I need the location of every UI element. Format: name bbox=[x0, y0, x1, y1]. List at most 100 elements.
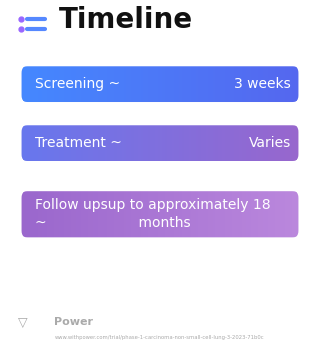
Bar bbox=[259, 120, 261, 167]
Bar bbox=[26, 186, 28, 243]
Bar bbox=[244, 186, 247, 243]
Bar bbox=[35, 61, 38, 108]
Bar bbox=[102, 120, 105, 167]
Bar bbox=[182, 61, 184, 108]
Bar bbox=[45, 61, 48, 108]
Bar bbox=[86, 186, 88, 243]
Bar bbox=[124, 186, 127, 243]
Bar bbox=[21, 61, 24, 108]
Bar bbox=[172, 61, 175, 108]
Bar bbox=[285, 186, 287, 243]
Bar bbox=[299, 186, 302, 243]
Bar bbox=[282, 186, 285, 243]
Bar bbox=[61, 61, 64, 108]
Bar bbox=[220, 186, 223, 243]
Bar bbox=[208, 120, 211, 167]
Bar bbox=[102, 61, 105, 108]
Bar bbox=[268, 186, 271, 243]
Bar bbox=[59, 61, 62, 108]
Bar bbox=[50, 120, 52, 167]
Bar bbox=[74, 120, 76, 167]
Bar bbox=[186, 186, 189, 243]
Bar bbox=[153, 120, 156, 167]
Bar bbox=[249, 61, 252, 108]
Bar bbox=[227, 61, 230, 108]
Bar bbox=[275, 61, 278, 108]
Bar bbox=[285, 120, 287, 167]
Bar bbox=[93, 186, 95, 243]
Bar bbox=[141, 61, 143, 108]
Bar bbox=[170, 186, 172, 243]
Text: Timeline: Timeline bbox=[59, 6, 193, 34]
Bar bbox=[179, 186, 182, 243]
Bar bbox=[150, 120, 153, 167]
Bar bbox=[227, 186, 230, 243]
Bar bbox=[30, 186, 33, 243]
Bar bbox=[230, 186, 232, 243]
Bar bbox=[297, 120, 300, 167]
Bar bbox=[143, 61, 146, 108]
Bar bbox=[21, 120, 24, 167]
Bar bbox=[170, 120, 172, 167]
Bar bbox=[146, 61, 148, 108]
Bar bbox=[122, 186, 124, 243]
Bar bbox=[251, 61, 254, 108]
Bar bbox=[38, 186, 40, 243]
Bar bbox=[162, 120, 165, 167]
Bar bbox=[189, 120, 191, 167]
Bar bbox=[239, 186, 242, 243]
Bar bbox=[16, 186, 19, 243]
Bar bbox=[273, 120, 276, 167]
Bar bbox=[268, 61, 271, 108]
Bar bbox=[198, 61, 201, 108]
Bar bbox=[141, 120, 143, 167]
Bar bbox=[167, 186, 170, 243]
Bar bbox=[76, 120, 79, 167]
Bar bbox=[129, 120, 132, 167]
Bar bbox=[105, 61, 108, 108]
Bar bbox=[155, 186, 158, 243]
Bar bbox=[206, 186, 208, 243]
Bar bbox=[33, 186, 36, 243]
Bar bbox=[126, 186, 129, 243]
Bar bbox=[201, 186, 204, 243]
Bar bbox=[139, 61, 141, 108]
Bar bbox=[105, 186, 108, 243]
Bar bbox=[69, 61, 71, 108]
Bar bbox=[253, 61, 256, 108]
Bar bbox=[215, 186, 218, 243]
Bar bbox=[275, 120, 278, 167]
Bar bbox=[225, 120, 228, 167]
Bar bbox=[45, 186, 48, 243]
Bar bbox=[194, 61, 196, 108]
Text: 3 weeks: 3 weeks bbox=[235, 77, 291, 91]
Bar bbox=[237, 120, 239, 167]
Bar bbox=[186, 61, 189, 108]
Bar bbox=[136, 186, 139, 243]
Bar bbox=[98, 120, 100, 167]
Bar bbox=[50, 61, 52, 108]
Text: ▽: ▽ bbox=[18, 315, 27, 329]
Bar bbox=[256, 61, 259, 108]
Bar bbox=[67, 186, 69, 243]
Bar bbox=[189, 186, 191, 243]
Bar bbox=[256, 186, 259, 243]
Bar bbox=[270, 61, 273, 108]
Text: Treatment ~: Treatment ~ bbox=[35, 136, 122, 150]
Bar bbox=[35, 120, 38, 167]
Bar bbox=[146, 120, 148, 167]
Bar bbox=[246, 186, 249, 243]
Bar bbox=[119, 186, 122, 243]
Bar bbox=[47, 186, 50, 243]
Bar bbox=[59, 120, 62, 167]
Bar bbox=[71, 120, 74, 167]
Bar bbox=[155, 120, 158, 167]
Bar bbox=[280, 61, 283, 108]
Bar bbox=[174, 120, 177, 167]
Bar bbox=[95, 120, 98, 167]
Bar bbox=[211, 120, 213, 167]
Bar bbox=[102, 186, 105, 243]
Bar bbox=[196, 61, 199, 108]
Bar bbox=[259, 186, 261, 243]
Bar bbox=[213, 186, 216, 243]
